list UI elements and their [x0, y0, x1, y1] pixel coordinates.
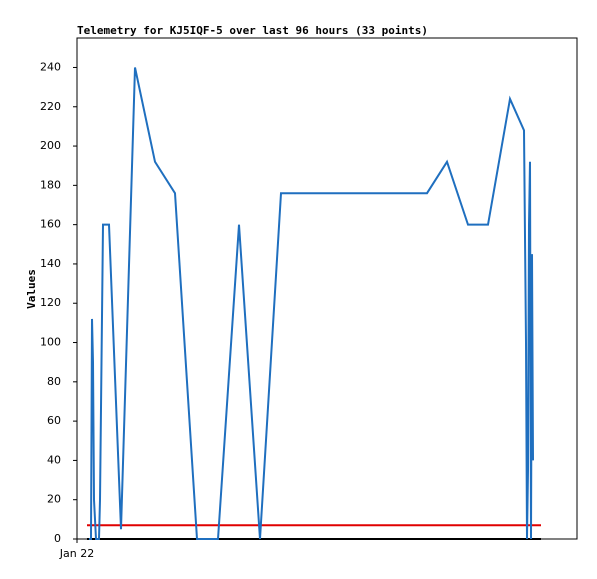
y-tick-label: 0 — [54, 532, 61, 545]
y-tick-label: 220 — [40, 100, 61, 113]
y-tick-label: 60 — [47, 414, 61, 427]
y-tick-label: 120 — [40, 296, 61, 309]
y-tick-label: 240 — [40, 60, 61, 73]
y-tick-label: 140 — [40, 257, 61, 270]
x-tick-label: Jan 22 — [59, 547, 94, 560]
plot-frame — [76, 37, 578, 540]
chart-title: Telemetry for KJ5IQF-5 over last 96 hour… — [77, 24, 428, 37]
y-tick-label: 180 — [40, 178, 61, 191]
data-line — [89, 67, 534, 540]
y-tick-label: 160 — [40, 218, 61, 231]
y-tick-label: 100 — [40, 336, 61, 349]
y-axis-label: Values — [25, 269, 38, 309]
y-tick-label: 20 — [47, 493, 61, 506]
y-tick-label: 200 — [40, 139, 61, 152]
y-tick-label: 80 — [47, 375, 61, 388]
y-tick-label: 40 — [47, 453, 61, 466]
